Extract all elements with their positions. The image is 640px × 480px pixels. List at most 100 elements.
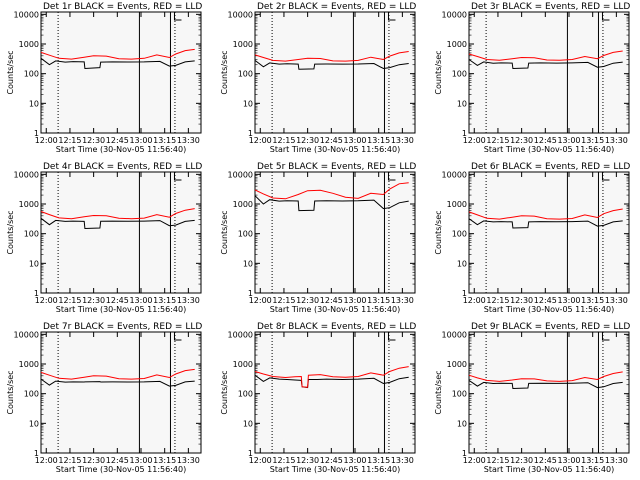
plot-frame (254, 171, 416, 294)
x-tick-label: 13:15 (581, 136, 604, 145)
series-line-events (468, 59, 623, 70)
x-tick-label: 12:30 (82, 456, 105, 465)
x-tick-label: 12:15 (486, 136, 509, 145)
x-tick-label: 12:00 (249, 296, 272, 305)
x-tick-label: 13:30 (177, 136, 200, 145)
bracket-marker (173, 12, 182, 21)
chart-title: Det 4r BLACK = Events, RED = LLD (43, 162, 202, 172)
x-tick-label: 12:45 (534, 296, 557, 305)
y-tick-label: 10000 (442, 10, 467, 19)
plot-frame (254, 331, 416, 454)
bracket-marker (601, 332, 610, 341)
x-tick-label: 13:15 (153, 296, 176, 305)
y-axis-label: Counts/sec (434, 210, 443, 254)
x-tick-label: 12:15 (58, 296, 81, 305)
x-tick-label: 12:15 (58, 136, 81, 145)
y-tick-label: 10 (243, 259, 253, 268)
y-tick-label: 1 (34, 289, 39, 298)
x-tick-label: 13:30 (391, 136, 414, 145)
y-tick-label: 100 (452, 390, 467, 399)
chart-title: Det 5r BLACK = Events, RED = LLD (257, 162, 416, 172)
x-tick-label: 13:30 (605, 296, 628, 305)
y-tick-label: 10000 (228, 330, 253, 339)
y-tick-label: 1000 (447, 40, 467, 49)
series-line-lld (468, 208, 623, 220)
plot-frame (468, 331, 630, 454)
x-tick-label: 12:00 (463, 456, 486, 465)
y-tick-label: 1000 (447, 360, 467, 369)
x-tick-label: 12:00 (249, 136, 272, 145)
chart-panel-3: Det 3r BLACK = Events, RED = LLD 1 10 100 10… (434, 2, 630, 154)
y-tick-label: 10 (243, 99, 253, 108)
plot-frame (468, 11, 630, 134)
x-tick-label: 13:30 (605, 456, 628, 465)
x-tick-label: 12:00 (463, 136, 486, 145)
y-tick-label: 100 (24, 70, 39, 79)
x-tick-label: 12:00 (35, 136, 58, 145)
y-tick-label: 1000 (447, 200, 467, 209)
chart-panel-9: Det 9r BLACK = Events, RED = LLD 1 10 100 10… (434, 322, 630, 474)
x-axis-label: Start Time (30-Nov-05 11:56:40) (56, 145, 186, 154)
chart-title: Det 1r BLACK = Events, RED = LLD (43, 2, 202, 12)
series-line-lld (40, 48, 195, 60)
y-tick-label: 10000 (14, 170, 39, 179)
x-axis-label: Start Time (30-Nov-05 11:56:40) (56, 305, 186, 314)
x-tick-label: 12:45 (320, 136, 343, 145)
y-tick-label: 10000 (442, 330, 467, 339)
y-axis-label: Counts/sec (220, 370, 229, 414)
y-tick-label: 10 (457, 99, 467, 108)
x-tick-label: 13:15 (367, 296, 390, 305)
bracket-marker (173, 172, 182, 181)
y-tick-label: 1 (34, 449, 39, 458)
x-tick-label: 13:30 (391, 296, 414, 305)
series-line-events (40, 217, 195, 230)
y-tick-label: 1 (248, 289, 253, 298)
bracket-marker (601, 172, 610, 181)
plot-frame (40, 331, 202, 454)
y-tick-label: 10 (457, 419, 467, 428)
x-tick-label: 12:15 (486, 296, 509, 305)
chart-panel-2: Det 2r BLACK = Events, RED = LLD 1 10 100 10… (220, 2, 416, 154)
x-tick-label: 12:15 (486, 456, 509, 465)
series-line-lld (254, 366, 409, 388)
y-axis-label: Counts/sec (6, 370, 15, 414)
x-tick-label: 13:15 (153, 456, 176, 465)
x-tick-label: 12:00 (249, 456, 272, 465)
x-tick-label: 13:15 (367, 456, 390, 465)
y-tick-label: 100 (24, 390, 39, 399)
x-tick-label: 12:45 (106, 296, 129, 305)
y-tick-label: 100 (238, 390, 253, 399)
chart-panel-7: Det 7r BLACK = Events, RED = LLD 1 10 100 10… (6, 322, 202, 474)
y-axis-label: Counts/sec (6, 50, 15, 94)
x-tick-label: 13:00 (557, 456, 580, 465)
y-tick-label: 1000 (233, 360, 253, 369)
x-axis-label: Start Time (30-Nov-05 11:56:40) (56, 465, 186, 474)
x-axis-label: Start Time (30-Nov-05 11:56:40) (484, 305, 614, 314)
y-tick-label: 10 (243, 419, 253, 428)
x-tick-label: 12:15 (272, 296, 295, 305)
x-tick-label: 12:30 (296, 136, 319, 145)
bracket-marker (387, 332, 396, 341)
x-axis-label: Start Time (30-Nov-05 11:56:40) (270, 145, 400, 154)
bracket-marker (387, 12, 396, 21)
series-line-events (468, 379, 623, 390)
y-tick-label: 1000 (19, 40, 39, 49)
series-line-events (254, 195, 409, 212)
x-tick-label: 13:00 (343, 136, 366, 145)
y-tick-label: 10000 (228, 10, 253, 19)
x-tick-label: 12:45 (320, 456, 343, 465)
y-axis-label: Counts/sec (220, 210, 229, 254)
chart-title: Det 3r BLACK = Events, RED = LLD (471, 2, 630, 12)
x-tick-label: 13:15 (581, 456, 604, 465)
y-tick-label: 1 (34, 129, 39, 138)
x-tick-label: 13:15 (153, 136, 176, 145)
y-tick-label: 10000 (14, 10, 39, 19)
x-tick-label: 12:45 (534, 136, 557, 145)
y-tick-label: 10000 (228, 170, 253, 179)
x-tick-label: 12:15 (272, 136, 295, 145)
y-tick-label: 100 (238, 70, 253, 79)
chart-panel-1: Det 1r BLACK = Events, RED = LLD 1 10 100 10… (6, 2, 202, 154)
x-axis-label: Start Time (30-Nov-05 11:56:40) (270, 305, 400, 314)
y-tick-label: 10 (29, 99, 39, 108)
y-tick-label: 100 (452, 230, 467, 239)
